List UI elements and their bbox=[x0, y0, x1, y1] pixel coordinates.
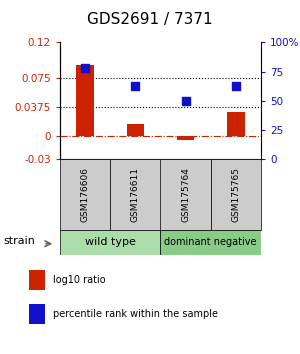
Text: GSM175765: GSM175765 bbox=[231, 167, 240, 222]
Text: dominant negative: dominant negative bbox=[164, 238, 257, 247]
Point bbox=[83, 65, 88, 71]
Point bbox=[233, 83, 238, 88]
Point bbox=[183, 98, 188, 104]
Text: strain: strain bbox=[3, 236, 35, 246]
Text: GDS2691 / 7371: GDS2691 / 7371 bbox=[87, 12, 213, 27]
Bar bbox=[160, 159, 211, 230]
Bar bbox=[110, 159, 160, 230]
Text: GSM175764: GSM175764 bbox=[181, 167, 190, 222]
Text: percentile rank within the sample: percentile rank within the sample bbox=[53, 309, 218, 319]
Bar bbox=[60, 159, 110, 230]
Bar bbox=[60, 230, 160, 255]
Text: log10 ratio: log10 ratio bbox=[53, 275, 105, 285]
Bar bbox=[28, 270, 45, 290]
Text: GSM176611: GSM176611 bbox=[131, 167, 140, 222]
Bar bbox=[211, 159, 261, 230]
Point bbox=[133, 83, 138, 88]
Text: GSM176606: GSM176606 bbox=[81, 167, 90, 222]
Bar bbox=[76, 65, 94, 136]
Bar bbox=[227, 112, 245, 136]
Bar bbox=[28, 304, 45, 324]
Bar bbox=[177, 136, 194, 140]
Bar bbox=[160, 230, 261, 255]
Text: wild type: wild type bbox=[85, 238, 136, 247]
Bar bbox=[127, 124, 144, 136]
